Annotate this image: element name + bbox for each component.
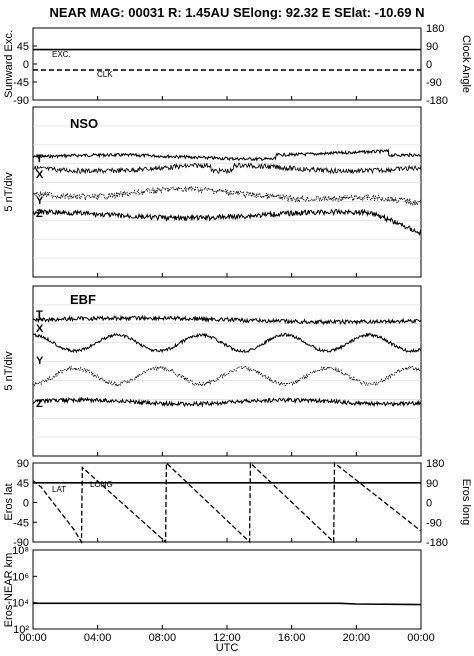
clock-angle-tick-label: -180 — [426, 95, 448, 107]
eros-lat-tick-label: -90 — [13, 537, 29, 549]
sunward-tick-label: -90 — [13, 95, 29, 107]
ebf-gridlines — [33, 304, 421, 438]
sunward-right-ticks: 180 90 0 -90 -180 — [426, 23, 448, 107]
sunward-left-ticks: 45 0 -45 -90 — [13, 41, 37, 107]
nso-trace-label-z: Z — [36, 208, 43, 220]
eros-long-tick-label: -180 — [426, 537, 448, 549]
range-series — [33, 602, 422, 606]
ebf-trace-x — [32, 332, 422, 354]
lat-series-label: LAT — [52, 485, 66, 494]
sunward-panel — [32, 27, 422, 101]
x-tick-label: 00:00 — [19, 632, 47, 644]
eros-left-ticks: 90 45 0 -45 -90 — [13, 458, 37, 549]
range-panel — [32, 549, 422, 630]
sunward-tick-label: -45 — [13, 77, 29, 89]
eros-lat-tick-label: 90 — [17, 458, 29, 470]
ebf-trace-label-t: T — [36, 309, 43, 321]
nso-traces — [32, 148, 422, 236]
figure-title: NEAR MAG: 00031 R: 1.45AU SElong: 92.32 … — [50, 5, 425, 20]
eros-lat-tick-label: -45 — [13, 517, 29, 529]
exc-series-label: EXC. — [52, 50, 71, 59]
nso-trace-label-t: T — [36, 153, 43, 165]
clock-angle-tick-label: 0 — [426, 59, 432, 71]
ebf-trace-t — [32, 314, 422, 326]
eros-long-ylabel: Eros long — [460, 479, 472, 525]
sunward-tick-label: 45 — [17, 41, 29, 53]
x-axis-ticks: 00:00 04:00 08:00 12:00 16:00 20:00 00:00 — [19, 96, 435, 644]
ebf-trace-label-z: Z — [36, 398, 43, 410]
nso-trace-label-y: Y — [36, 195, 44, 207]
eros-long-tick-label: 180 — [426, 458, 444, 470]
eros-lat-tick-label: 0 — [23, 498, 29, 510]
range-tick-label: 10⁸ — [12, 545, 29, 557]
clock-angle-tick-label: 90 — [426, 41, 438, 53]
ebf-ylabel: 5 nT/div — [3, 351, 15, 391]
long-series-label: LONG — [90, 480, 113, 489]
clock-angle-tick-label: -90 — [426, 77, 442, 89]
range-ticks: 10⁸ 10⁶ 10⁴ 10² — [12, 545, 37, 636]
range-ylabel: Eros-NEAR km — [3, 553, 15, 628]
nso-trace-label-x: X — [36, 169, 44, 181]
eros-long-tick-label: 0 — [426, 498, 432, 510]
range-tick-label: 10⁶ — [12, 571, 29, 583]
eros-right-ticks: 180 90 0 -90 -180 — [426, 458, 448, 549]
eros-panel — [32, 462, 422, 543]
ebf-trace-z — [32, 396, 421, 408]
clk-series-label: CLK — [97, 70, 113, 79]
sunward-series — [33, 48, 421, 71]
clock-angle-tick-label: 180 — [426, 23, 444, 35]
x-tick-label: 16:00 — [278, 632, 306, 644]
eros-lat-ylabel: Eros lat — [3, 483, 15, 520]
sunward-ylabel: Sunward Exc. — [3, 30, 15, 98]
ebf-traces — [32, 314, 422, 408]
nso-trace-y — [32, 185, 422, 207]
nso-trace-t — [32, 148, 422, 162]
nso-ylabel: 5 nT/div — [3, 172, 15, 212]
x-tick-label: 04:00 — [84, 632, 112, 644]
range-tick-label: 10² — [13, 624, 29, 636]
long-series-line — [32, 461, 422, 545]
nso-panel-label: NSO — [70, 116, 98, 131]
ebf-trace-label-x: X — [36, 323, 44, 335]
x-axis-label: UTC — [216, 642, 239, 654]
eros-long-tick-label: 90 — [426, 478, 438, 490]
sunward-tick-label: 0 — [23, 59, 29, 71]
nso-trace-z — [32, 208, 422, 236]
eros-long-tick-label: -90 — [426, 517, 442, 529]
nso-gridlines — [33, 125, 421, 259]
ebf-panel — [32, 285, 422, 457]
clock-angle-ylabel: Clock Angle — [460, 35, 472, 93]
ebf-panel-label: EBF — [70, 292, 96, 307]
x-tick-label: 20:00 — [343, 632, 371, 644]
ebf-trace-y — [32, 364, 422, 388]
x-tick-label: 00:00 — [407, 632, 435, 644]
range-tick-label: 10⁴ — [12, 598, 29, 610]
range-series-line — [33, 602, 422, 606]
eros-lat-tick-label: 45 — [17, 478, 29, 490]
x-tick-label: 08:00 — [149, 632, 177, 644]
x-tick-label: 12:00 — [213, 632, 241, 644]
eros-series — [32, 461, 422, 545]
nso-trace-x — [32, 162, 422, 175]
ebf-trace-label-y: Y — [36, 355, 44, 367]
